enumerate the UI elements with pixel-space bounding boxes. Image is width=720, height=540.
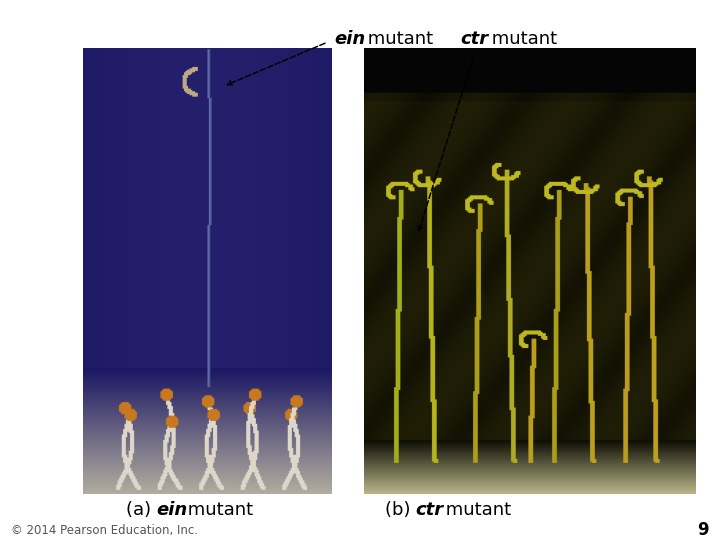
Text: mutant: mutant [486, 30, 557, 48]
Text: ctr: ctr [461, 30, 489, 48]
Text: ein: ein [156, 501, 187, 519]
Text: mutant: mutant [182, 501, 253, 519]
Text: © 2014 Pearson Education, Inc.: © 2014 Pearson Education, Inc. [11, 524, 198, 537]
Text: mutant: mutant [362, 30, 433, 48]
Text: (a): (a) [126, 501, 157, 519]
Text: ctr: ctr [415, 501, 444, 519]
Text: 9: 9 [698, 521, 709, 539]
Text: mutant: mutant [440, 501, 511, 519]
Text: ein: ein [335, 30, 366, 48]
Text: (b): (b) [385, 501, 416, 519]
